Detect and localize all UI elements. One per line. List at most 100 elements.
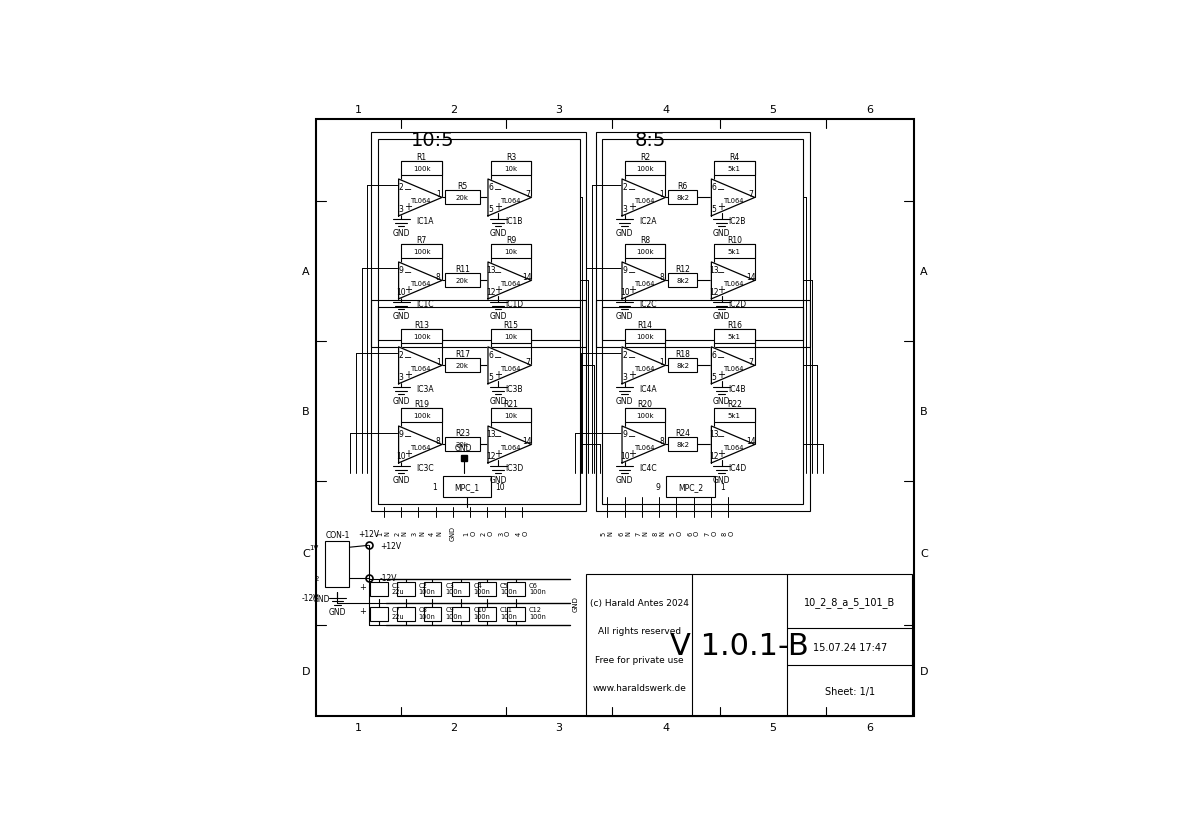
Text: 5: 5 <box>769 104 776 114</box>
Text: 3: 3 <box>622 373 628 382</box>
Text: All rights reserved: All rights reserved <box>598 627 680 636</box>
Text: −: − <box>718 267 725 278</box>
Text: −: − <box>628 353 636 363</box>
Text: D: D <box>919 666 929 676</box>
Text: +: + <box>493 448 502 458</box>
Text: IC3B: IC3B <box>505 385 523 394</box>
Text: IC1B: IC1B <box>505 217 523 226</box>
Text: 6: 6 <box>488 350 493 359</box>
Bar <box>401 162 442 176</box>
Text: 100k: 100k <box>413 166 431 172</box>
Bar <box>602 307 803 505</box>
Text: 5k1: 5k1 <box>728 166 740 172</box>
Text: 1: 1 <box>659 358 664 367</box>
Text: 8k2: 8k2 <box>676 442 689 448</box>
Text: 14: 14 <box>523 272 533 282</box>
Text: GND: GND <box>329 607 346 616</box>
Text: R5: R5 <box>457 182 468 191</box>
Polygon shape <box>398 180 442 217</box>
Text: 1: 1 <box>436 190 440 199</box>
Text: R1: R1 <box>416 152 427 161</box>
Text: 8: 8 <box>436 436 440 445</box>
Text: R9: R9 <box>506 235 516 244</box>
Text: +: + <box>493 369 502 379</box>
Polygon shape <box>622 180 666 217</box>
Text: −: − <box>628 431 636 441</box>
Text: 13: 13 <box>709 429 719 438</box>
Text: GND: GND <box>490 311 506 320</box>
Bar <box>370 607 388 621</box>
Bar <box>668 274 697 288</box>
Text: 6: 6 <box>712 182 716 191</box>
Bar <box>491 409 532 422</box>
Text: 9: 9 <box>622 265 628 274</box>
Text: IC4C: IC4C <box>640 464 656 473</box>
Text: −: − <box>404 431 413 441</box>
Polygon shape <box>398 348 442 384</box>
Text: 8k2: 8k2 <box>676 363 689 368</box>
Text: 2: 2 <box>623 350 628 359</box>
Text: +: + <box>628 284 636 294</box>
Text: IC3C: IC3C <box>416 464 433 473</box>
Text: +: + <box>718 284 725 294</box>
Text: +: + <box>628 369 636 379</box>
Text: R7: R7 <box>416 235 427 244</box>
Bar <box>714 245 755 259</box>
Text: IC2C: IC2C <box>640 300 656 309</box>
Text: 6: 6 <box>712 350 716 359</box>
Text: 2: 2 <box>398 350 403 359</box>
Text: 15.07.24 17:47: 15.07.24 17:47 <box>812 642 887 652</box>
Text: +: + <box>718 369 725 379</box>
Text: +: + <box>628 448 636 458</box>
Bar <box>625 162 666 176</box>
Text: 100n: 100n <box>473 613 490 619</box>
Text: 10k: 10k <box>504 412 517 419</box>
Text: TL064: TL064 <box>500 198 521 204</box>
Text: 8: 8 <box>659 436 664 445</box>
Bar <box>714 330 755 344</box>
Text: 8k2: 8k2 <box>676 195 689 201</box>
Text: C8: C8 <box>419 606 427 613</box>
Text: 22u: 22u <box>391 589 404 595</box>
Text: R17: R17 <box>455 349 470 359</box>
Polygon shape <box>488 426 532 464</box>
Text: TL064: TL064 <box>412 445 432 450</box>
Bar <box>444 274 480 288</box>
Text: 100n: 100n <box>500 589 517 595</box>
Bar <box>668 191 697 205</box>
Polygon shape <box>488 348 532 384</box>
Text: −: − <box>718 185 725 195</box>
Bar <box>444 191 480 205</box>
Text: 100n: 100n <box>445 589 462 595</box>
Text: C11: C11 <box>500 606 512 613</box>
Text: 5: 5 <box>488 373 493 382</box>
Text: A: A <box>302 267 310 277</box>
Text: 7
N: 7 N <box>635 531 648 536</box>
Text: +: + <box>493 284 502 294</box>
Text: C6: C6 <box>529 582 538 588</box>
Text: 6: 6 <box>866 722 874 732</box>
Text: TL064: TL064 <box>500 281 521 286</box>
Text: +: + <box>718 201 725 211</box>
Text: 100k: 100k <box>413 412 431 419</box>
Text: 5: 5 <box>488 205 493 214</box>
Bar <box>424 583 442 597</box>
Bar <box>444 438 480 452</box>
Text: +: + <box>359 582 366 591</box>
Text: −: − <box>493 353 502 363</box>
Text: 6
N: 6 N <box>618 531 631 536</box>
Text: 1: 1 <box>720 483 725 492</box>
Text: 10: 10 <box>396 288 406 296</box>
Text: C12: C12 <box>529 606 542 613</box>
Text: 1: 1 <box>355 104 362 114</box>
Text: 4
N: 4 N <box>430 531 442 536</box>
Text: R22: R22 <box>727 399 742 408</box>
Polygon shape <box>398 426 442 464</box>
Text: −: − <box>493 267 502 278</box>
Polygon shape <box>712 348 755 384</box>
Bar <box>371 133 587 348</box>
Bar <box>596 301 810 511</box>
Text: GND: GND <box>616 229 634 238</box>
Text: 5: 5 <box>712 373 716 382</box>
Bar <box>378 140 580 341</box>
